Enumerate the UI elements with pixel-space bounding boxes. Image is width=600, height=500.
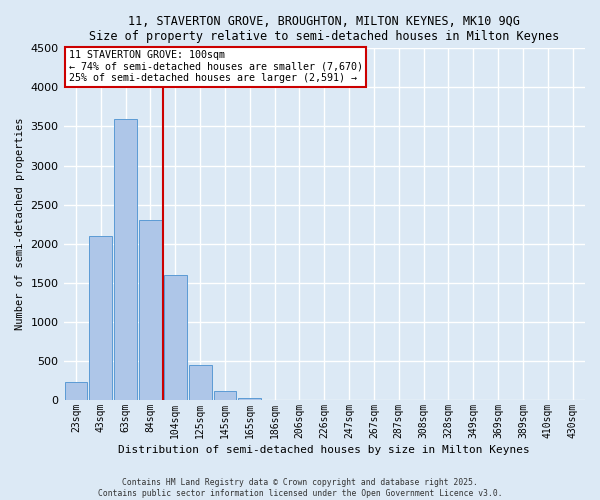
Title: 11, STAVERTON GROVE, BROUGHTON, MILTON KEYNES, MK10 9QG
Size of property relativ: 11, STAVERTON GROVE, BROUGHTON, MILTON K… <box>89 15 559 43</box>
Bar <box>65 382 88 400</box>
Bar <box>238 398 261 400</box>
Text: Contains HM Land Registry data © Crown copyright and database right 2025.
Contai: Contains HM Land Registry data © Crown c… <box>98 478 502 498</box>
Bar <box>214 390 236 400</box>
Bar <box>139 220 162 400</box>
Bar <box>164 275 187 400</box>
Y-axis label: Number of semi-detached properties: Number of semi-detached properties <box>15 118 25 330</box>
X-axis label: Distribution of semi-detached houses by size in Milton Keynes: Distribution of semi-detached houses by … <box>118 445 530 455</box>
Bar <box>89 236 112 400</box>
Bar <box>114 118 137 400</box>
Bar <box>188 365 212 400</box>
Text: 11 STAVERTON GROVE: 100sqm
← 74% of semi-detached houses are smaller (7,670)
25%: 11 STAVERTON GROVE: 100sqm ← 74% of semi… <box>69 50 363 84</box>
